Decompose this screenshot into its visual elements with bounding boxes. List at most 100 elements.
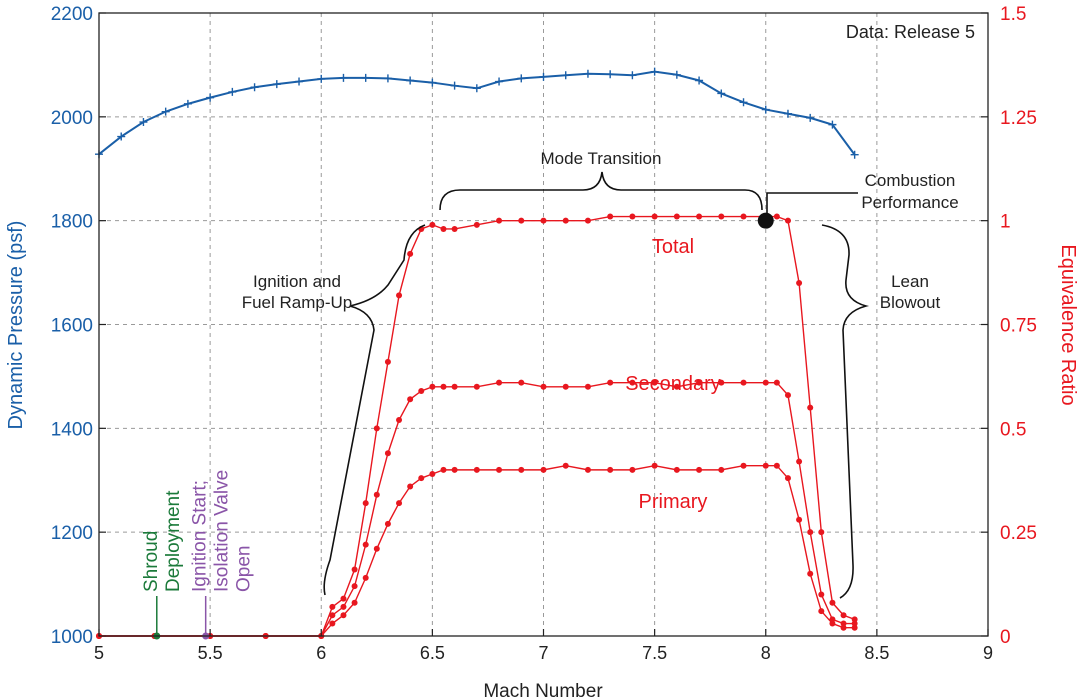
equivalence-point	[340, 603, 347, 610]
left-y-tick-label: 1600	[51, 316, 93, 337]
x-axis-label: Mach Number	[483, 681, 603, 700]
x-tick-label: 5	[94, 643, 104, 663]
equivalence-point	[473, 466, 480, 473]
equivalence-point	[518, 379, 525, 386]
equivalence-point	[629, 213, 636, 220]
equivalence-point	[584, 383, 591, 390]
pressure-point	[717, 89, 726, 98]
equivalence-point	[451, 225, 458, 232]
equivalence-point	[418, 475, 425, 482]
equivalence-point	[673, 466, 680, 473]
pressure-point	[383, 74, 392, 83]
x-tick-label: 8.5	[864, 643, 889, 663]
equivalence-point	[362, 541, 369, 548]
equivalence-point	[473, 383, 480, 390]
annotation-layer: Total Secondary Primary Shroud Deployment Ign…	[141, 149, 959, 640]
equivalence-point	[429, 221, 436, 228]
equivalence-point	[851, 620, 858, 627]
left-y-tick-label: 2000	[51, 108, 93, 129]
equivalence-point	[440, 466, 447, 473]
equivalence-point	[440, 383, 447, 390]
pressure-point	[517, 74, 526, 83]
x-tick-label: 5.5	[198, 643, 223, 663]
equivalence-point	[384, 520, 391, 527]
pressure-point	[695, 76, 704, 85]
pressure-point	[406, 76, 415, 85]
equivalence-point	[329, 612, 336, 619]
equivalence-point	[651, 462, 658, 469]
right-y-tick-label: 0.5	[1000, 419, 1026, 440]
pressure-point	[183, 99, 192, 108]
equivalence-point	[362, 500, 369, 507]
equivalence-point	[740, 213, 747, 220]
equivalence-point	[784, 475, 791, 482]
left-y-tick-label: 1400	[51, 419, 93, 440]
lean-blowout-label: Blowout	[880, 293, 941, 312]
event-marker-label: Isolation Valve	[212, 470, 233, 592]
equivalence-point	[429, 383, 436, 390]
equivalence-point	[651, 213, 658, 220]
x-tick-label: 9	[983, 643, 993, 663]
equivalence-point	[373, 491, 380, 498]
equivalence-point	[851, 624, 858, 631]
equivalence-point	[451, 383, 458, 390]
equivalence-point	[762, 379, 769, 386]
equivalence-point	[329, 620, 336, 627]
right-y-tick-label: 1.25	[1000, 108, 1037, 129]
x-tick-label: 7.5	[642, 643, 667, 663]
x-tick-label: 6.5	[420, 643, 445, 663]
right-y-tick-label: 0.75	[1000, 316, 1037, 337]
equivalence-point	[562, 383, 569, 390]
equivalence-point	[407, 483, 414, 490]
equivalence-point	[740, 462, 747, 469]
equivalence-point	[807, 529, 814, 536]
event-marker-label: Deployment	[163, 490, 184, 592]
equivalence-point	[418, 387, 425, 394]
pressure-point	[117, 132, 126, 141]
equivalence-point	[496, 217, 503, 224]
equivalence-point	[540, 466, 547, 473]
ignition-label: Fuel Ramp-Up	[242, 293, 353, 312]
equivalence-point	[796, 279, 803, 286]
event-marker-label: Ignition Start;	[190, 480, 211, 592]
pressure-point	[317, 74, 326, 83]
equivalence-point	[818, 529, 825, 536]
equivalence-point	[773, 213, 780, 220]
equivalence-point	[351, 566, 358, 573]
pressure-point	[828, 120, 837, 129]
x-tick-label: 8	[761, 643, 771, 663]
pressure-point	[628, 71, 637, 80]
pressure-point	[250, 83, 259, 92]
left-y-tick-label: 1200	[51, 523, 93, 544]
pressure-point	[561, 71, 570, 80]
equivalence-point	[540, 217, 547, 224]
left-y-tick-label: 1000	[51, 627, 93, 648]
series-label-total: Total	[652, 236, 694, 258]
equivalence-point	[396, 500, 403, 507]
pressure-point	[161, 107, 170, 116]
equivalence-point	[340, 612, 347, 619]
mode-transition-brace	[439, 171, 763, 211]
equivalence-point	[818, 608, 825, 615]
lean-blowout-brace	[821, 224, 870, 599]
equivalence-point	[629, 379, 636, 386]
equivalence-point	[384, 358, 391, 365]
equivalence-point	[829, 599, 836, 606]
pressure-point	[139, 118, 148, 127]
equivalence-point	[396, 292, 403, 299]
pressure-point	[295, 77, 304, 86]
equivalence-point	[373, 545, 380, 552]
equivalence-point	[718, 379, 725, 386]
equivalence-point	[740, 379, 747, 386]
equivalence-point	[373, 425, 380, 432]
pressure-point	[783, 109, 792, 118]
left-y-axis-label: Dynamic Pressure (psf)	[5, 221, 27, 430]
right-y-tick-label: 0	[1000, 627, 1011, 648]
equivalence-point	[818, 591, 825, 598]
equivalence-point	[329, 603, 336, 610]
series-label-primary: Primary	[639, 491, 708, 513]
equivalence-point	[840, 620, 847, 627]
pressure-point	[472, 84, 481, 93]
ignition-brace	[323, 224, 426, 596]
combustion-performance-label: Performance	[861, 193, 958, 212]
